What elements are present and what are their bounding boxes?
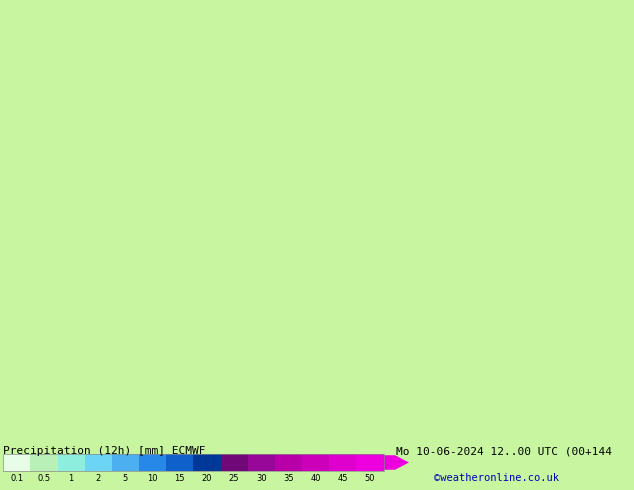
Bar — [3, 454, 30, 471]
Bar — [85, 454, 112, 471]
Text: Mo 10-06-2024 12..00 UTC (00+144: Mo 10-06-2024 12..00 UTC (00+144 — [396, 446, 612, 456]
Bar — [356, 454, 384, 471]
Text: 1: 1 — [68, 474, 74, 483]
Bar — [221, 454, 248, 471]
Text: 30: 30 — [256, 474, 267, 483]
Text: 0.5: 0.5 — [37, 474, 51, 483]
Text: 50: 50 — [365, 474, 375, 483]
Bar — [58, 454, 85, 471]
Text: 45: 45 — [337, 474, 348, 483]
FancyArrow shape — [384, 455, 409, 470]
Text: Precipitation (12h) [mm] ECMWF: Precipitation (12h) [mm] ECMWF — [3, 446, 205, 456]
Bar — [329, 454, 356, 471]
Text: 35: 35 — [283, 474, 294, 483]
Text: 15: 15 — [174, 474, 185, 483]
Bar — [139, 454, 166, 471]
Bar — [3, 454, 384, 471]
Bar — [248, 454, 275, 471]
Bar — [30, 454, 58, 471]
Text: 40: 40 — [311, 474, 321, 483]
Bar — [302, 454, 329, 471]
Bar — [112, 454, 139, 471]
Bar — [275, 454, 302, 471]
Text: 10: 10 — [147, 474, 158, 483]
Text: ©weatheronline.co.uk: ©weatheronline.co.uk — [434, 473, 559, 483]
Bar — [193, 454, 221, 471]
Text: 5: 5 — [123, 474, 128, 483]
Text: 25: 25 — [229, 474, 240, 483]
Bar — [166, 454, 193, 471]
Text: 0.1: 0.1 — [10, 474, 23, 483]
Text: 20: 20 — [202, 474, 212, 483]
Text: 2: 2 — [96, 474, 101, 483]
